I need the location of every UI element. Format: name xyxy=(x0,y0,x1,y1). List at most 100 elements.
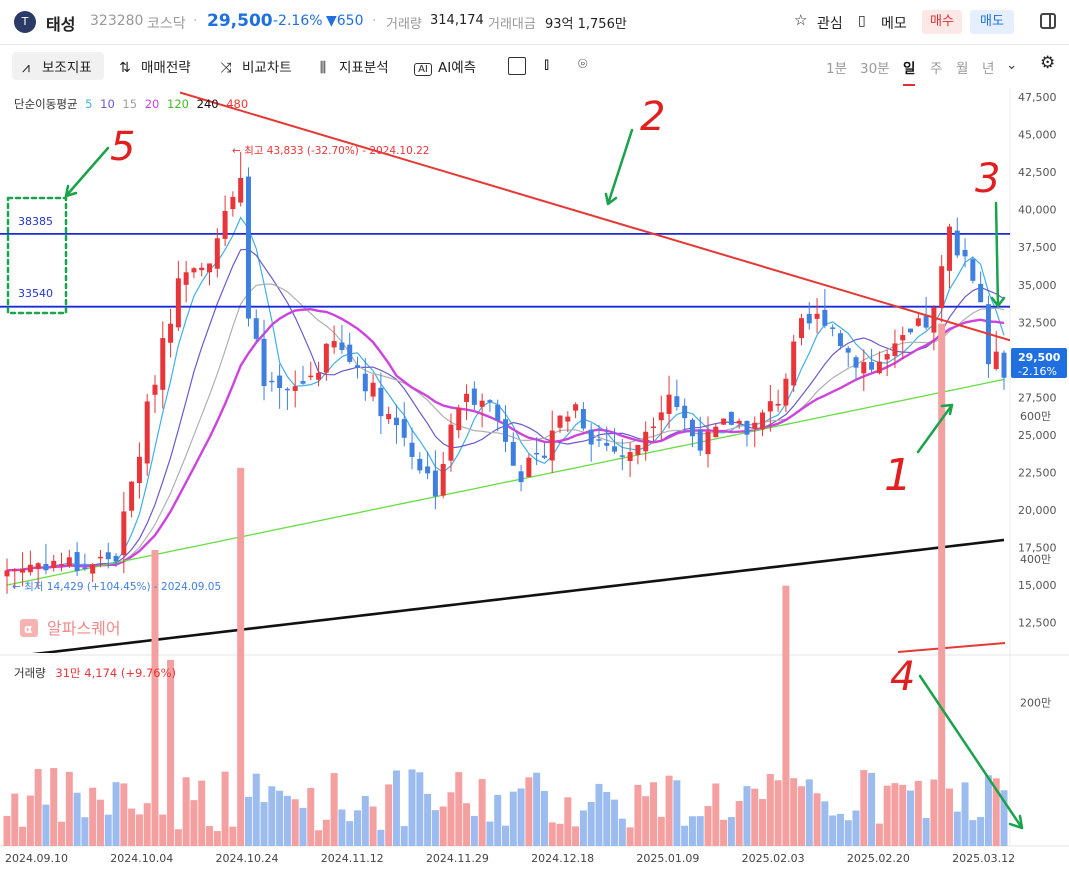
volume-bar xyxy=(891,783,899,846)
volume-bar xyxy=(595,783,603,846)
candle-body xyxy=(456,407,462,431)
memo-icon[interactable]: ▯ xyxy=(858,13,866,29)
date-tick-label: 2025.03.12 xyxy=(952,852,1015,865)
ma120-line xyxy=(6,378,1005,586)
current-price-tag xyxy=(1011,348,1067,378)
camera-icon[interactable]: ⌾ xyxy=(578,54,588,73)
candle-body xyxy=(12,569,18,572)
analysis-label: 지표분석 xyxy=(339,60,389,76)
candle-body xyxy=(884,354,890,360)
candle-body xyxy=(362,373,368,392)
volume-bar xyxy=(945,788,953,846)
period-week[interactable]: 주 xyxy=(930,61,943,77)
volume-bar xyxy=(868,772,876,846)
chevron-down-icon[interactable]: ⌄ xyxy=(1006,57,1018,73)
volume-bar xyxy=(104,814,112,846)
candle-body xyxy=(253,318,259,339)
volume-bar xyxy=(649,782,657,846)
period-1min[interactable]: 1분 xyxy=(826,61,848,77)
strategy-icon: ⇅ xyxy=(119,60,131,76)
volume-bar xyxy=(961,782,969,846)
candle-body xyxy=(830,327,836,329)
candle-body xyxy=(43,563,49,571)
strategy-button[interactable]: ⇅ 매매전략 xyxy=(115,56,191,76)
candle-body xyxy=(238,177,244,203)
price-tick-label: 27,500 xyxy=(1018,391,1057,404)
date-tick-label: 2025.02.03 xyxy=(742,852,805,865)
candle-body xyxy=(292,386,298,391)
price-chart[interactable]: 47,500 45,000 42,500 40,000 37,500 35,000 32,5… xyxy=(0,88,1069,879)
period-month[interactable]: 월 xyxy=(956,61,969,77)
compare-button[interactable]: ⤨ 비교차트 xyxy=(216,56,291,76)
volume-bar xyxy=(416,772,424,846)
high-annotation: ← 최고 43,833 (-32.70%) - 2024.10.22 xyxy=(232,145,429,157)
ma-legend-480: 480 xyxy=(226,97,248,111)
volume-bar xyxy=(291,799,299,846)
candle-body xyxy=(534,452,540,455)
current-price-tag-change: -2.16% xyxy=(1018,365,1057,378)
memo-button[interactable]: 메모 xyxy=(881,16,907,32)
candle-body xyxy=(440,463,446,496)
candle-type-icon[interactable]: ⫾ xyxy=(544,54,550,73)
sell-button[interactable]: 매도 xyxy=(970,10,1014,34)
square-toggle[interactable] xyxy=(508,57,526,75)
period-30min[interactable]: 30분 xyxy=(860,61,890,77)
volume-bar xyxy=(821,801,829,846)
price-tick-label: 22,500 xyxy=(1018,467,1057,480)
volume-bar xyxy=(642,796,650,846)
ai-predict-button[interactable]: AI AI예측 xyxy=(414,56,476,76)
volume-bar xyxy=(65,771,73,846)
candle-body xyxy=(82,567,88,570)
volume-bar xyxy=(478,779,486,846)
volume-bar xyxy=(743,786,751,846)
volume-bar xyxy=(369,806,377,846)
arrow-to-resistance xyxy=(990,201,1006,308)
candle-body xyxy=(378,387,384,417)
volume-bar xyxy=(244,796,252,846)
volume-bar xyxy=(354,810,362,846)
watch-button[interactable]: 관심 xyxy=(817,16,843,32)
candle-body xyxy=(160,338,166,390)
volume-bar xyxy=(657,816,665,846)
side-panel-icon[interactable] xyxy=(1040,13,1056,29)
date-tick-label: 2024.11.12 xyxy=(321,852,384,865)
volume-bar xyxy=(260,802,268,846)
volume-bar xyxy=(135,814,143,846)
trend-lines xyxy=(179,91,1010,342)
price-tick-label: 42,500 xyxy=(1018,166,1057,179)
volume-bar xyxy=(151,549,159,846)
candle-body xyxy=(627,451,633,462)
star-icon[interactable]: ☆ xyxy=(794,11,808,29)
price-tick-label: 40,000 xyxy=(1018,204,1057,217)
indicator-button[interactable] xyxy=(12,52,104,80)
gear-icon[interactable]: ⚙ xyxy=(1040,53,1056,73)
candle-body xyxy=(269,380,275,383)
period-year[interactable]: 년 xyxy=(982,61,995,77)
stock-header: T 태성 323280 코스닥 · 29,500 -2.16% ▼650 · 거… xyxy=(0,0,1069,45)
candle-body xyxy=(596,439,602,441)
candle-body xyxy=(464,393,470,402)
candle-body xyxy=(892,343,898,357)
price-tick-label: 20,000 xyxy=(1018,504,1057,517)
candlesticks xyxy=(4,152,1007,594)
candle-body xyxy=(876,361,882,374)
volume-bar xyxy=(829,815,837,846)
volume-bar xyxy=(579,810,587,846)
candle-body xyxy=(689,419,695,437)
candle-body xyxy=(331,341,337,348)
volume-bar xyxy=(213,831,221,846)
chart-background xyxy=(0,88,1069,879)
candle-body xyxy=(214,238,220,269)
volume-bar xyxy=(727,817,735,846)
volume-bar xyxy=(751,788,759,846)
buy-button[interactable]: 매수 xyxy=(922,10,962,34)
volume-bar xyxy=(603,791,611,846)
candle-body xyxy=(814,313,820,319)
volume-bar xyxy=(120,783,128,846)
analysis-button[interactable]: ⫼ 지표분석 xyxy=(313,56,389,76)
period-day[interactable]: 일 xyxy=(903,57,916,86)
volume-bar xyxy=(634,784,642,846)
candle-body xyxy=(479,400,485,407)
level-lines xyxy=(0,233,1010,308)
volume-bar xyxy=(237,467,245,846)
